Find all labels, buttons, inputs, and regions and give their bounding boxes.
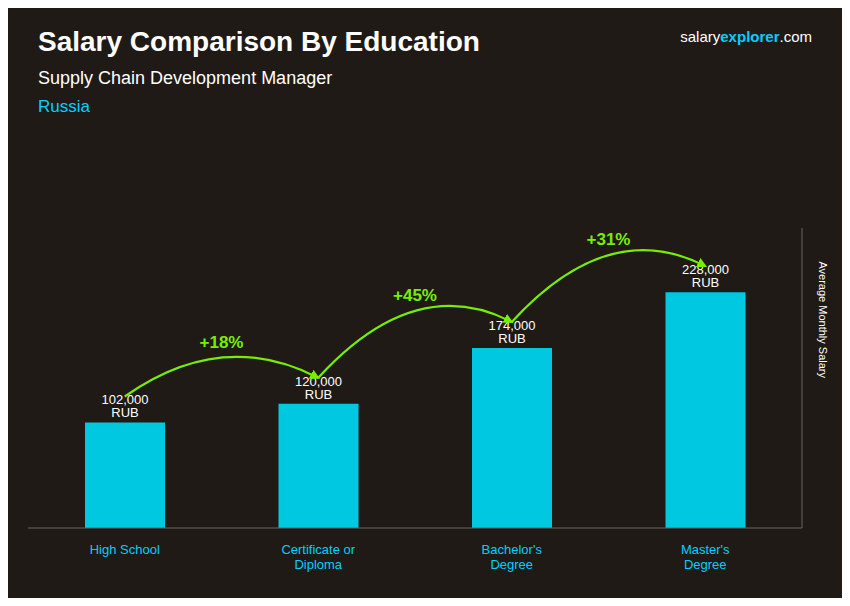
svg-text:Master'sDegree: Master'sDegree	[681, 542, 730, 572]
svg-text:174,000RUB: 174,000RUB	[489, 318, 536, 346]
svg-text:+31%: +31%	[587, 230, 631, 249]
html-text:Russia: Russia	[38, 97, 90, 116]
svg-text:Certificate orDiploma: Certificate orDiploma	[281, 542, 355, 572]
svg-text:High School: High School	[90, 542, 160, 557]
svg-text:102,000RUB: 102,000RUB	[102, 392, 149, 420]
svg-text:+45%: +45%	[393, 286, 437, 305]
svg-text:120,000RUB: 120,000RUB	[295, 374, 342, 402]
html-text:salary explorer.com: salary explorer.com	[680, 28, 812, 45]
svg-text:Bachelor'sDegree: Bachelor'sDegree	[482, 542, 543, 572]
svg-text:Average Monthly Salary: Average Monthly Salary	[817, 261, 829, 378]
svg-text:228,000RUB: 228,000RUB	[682, 262, 729, 290]
html-text:Supply Chain Development Manag: Supply Chain Development Manager	[38, 68, 333, 88]
html-text:Salary Comparison By Education: Salary Comparison By Education	[38, 26, 480, 57]
svg-text:+18%: +18%	[200, 333, 244, 352]
